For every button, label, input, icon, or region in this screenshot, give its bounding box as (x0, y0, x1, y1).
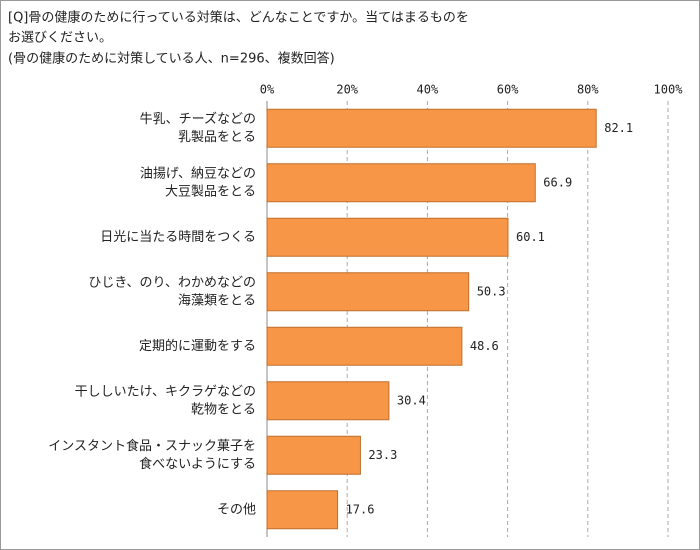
y-tick-label: その他 (217, 502, 256, 517)
value-label: 66.9 (543, 175, 572, 189)
value-label: 82.1 (604, 121, 633, 135)
bar (266, 272, 470, 312)
y-tick-label: 海藻類をとる (178, 293, 256, 308)
y-tick-label: 牛乳、チーズなどの (140, 111, 256, 127)
y-tick-label: 大豆製品をとる (165, 184, 256, 199)
value-label: 50.3 (477, 284, 506, 298)
value-label: 23.3 (368, 448, 397, 462)
y-tick-label: 油揚げ、納豆などの (140, 165, 256, 181)
bar (266, 490, 339, 530)
y-tick-label: 乾物をとる (191, 402, 256, 417)
bar (266, 435, 361, 475)
y-tick-label: インスタント食品・スナック菓子を (48, 438, 256, 454)
value-label: 60.1 (516, 230, 545, 244)
bar (266, 326, 463, 366)
x-tick-label: 60% (497, 83, 519, 97)
bar (266, 381, 390, 421)
y-tick-label: 定期的に運動をする (139, 338, 256, 354)
x-tick-label: 80% (577, 83, 599, 97)
y-tick-label: 食べないようにする (139, 456, 256, 472)
x-tick-label: 100% (654, 83, 684, 97)
y-tick-label: 日光に当たる時間をつくる (100, 230, 256, 245)
chart-title: [Q]骨の健康のために行っている対策は、どんなことですか。当てはまるものを (8, 10, 469, 26)
y-tick-label: ひじき、のり、わかめなどの (88, 275, 256, 290)
x-tick-label: 20% (336, 83, 358, 97)
bar (266, 163, 536, 203)
value-label: 17.6 (346, 502, 375, 516)
chart-title: お選びください。 (8, 31, 112, 46)
y-tick-label: 干ししいたけ、キクラゲなどの (75, 384, 256, 399)
value-label: 48.6 (470, 339, 499, 353)
bar (266, 217, 509, 257)
y-tick-label: 乳製品をとる (178, 130, 256, 145)
chart-subtitle: (骨の健康のために対策している人、n=296、複数回答) (8, 51, 335, 67)
x-tick-label: 0% (260, 83, 275, 97)
bar (266, 108, 597, 148)
value-label: 30.4 (397, 393, 426, 407)
x-tick-label: 40% (417, 83, 439, 97)
